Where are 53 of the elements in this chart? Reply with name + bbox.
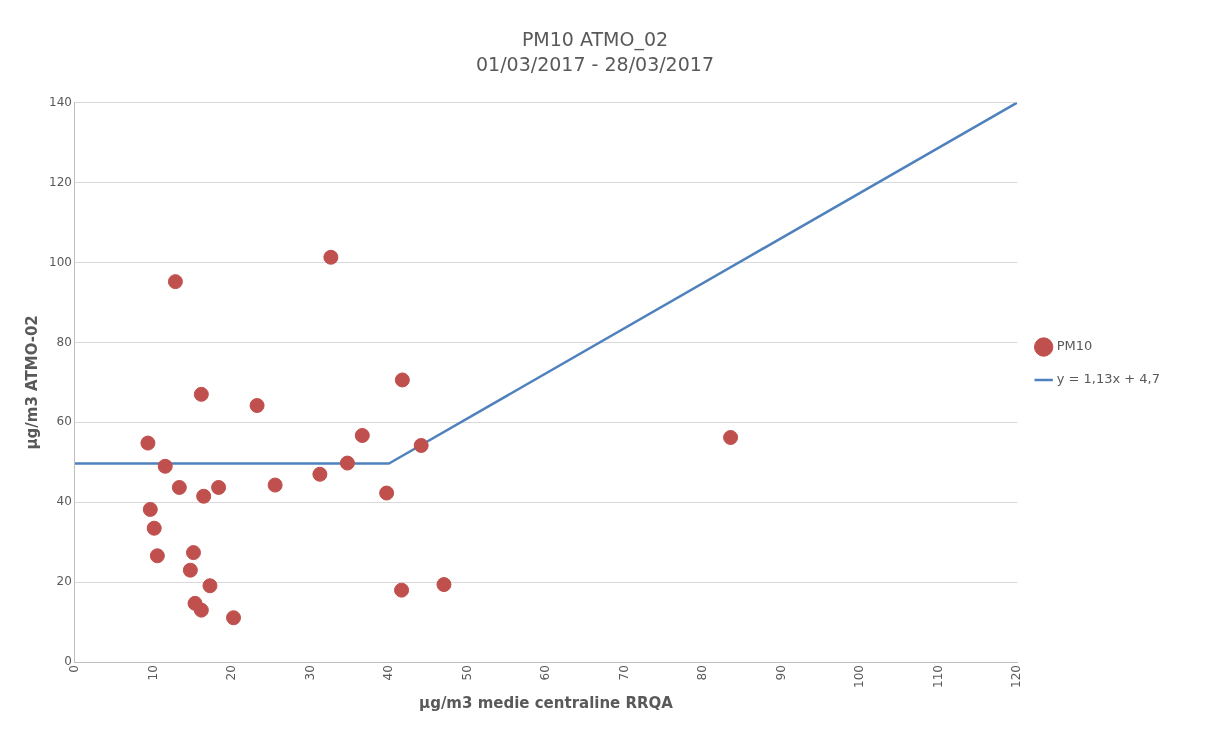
point	[196, 488, 212, 504]
point	[339, 455, 355, 471]
point	[723, 430, 739, 445]
x-tick-label: 40	[381, 665, 396, 681]
y-tick-label: 20	[56, 574, 72, 589]
point	[149, 548, 165, 564]
chart-subtitle: 01/03/2017 - 28/03/2017	[476, 53, 714, 76]
point	[249, 398, 265, 414]
point	[146, 520, 162, 536]
point	[182, 562, 198, 578]
y-tick-label: 80	[56, 334, 72, 349]
y-tick-label: 100	[49, 254, 72, 269]
x-tick-label: 30	[302, 665, 317, 681]
y-tick-label: 60	[56, 414, 72, 429]
x-axis-title: µg/m3 medie centraline RRQA	[419, 693, 674, 712]
x-tick-label: 100	[852, 665, 867, 688]
point	[226, 610, 242, 626]
point	[379, 485, 395, 501]
chart-title: PM10 ATMO_02	[521, 28, 669, 52]
point	[202, 578, 218, 594]
point	[140, 435, 156, 451]
x-tick-label: 10	[145, 665, 160, 681]
y-tick-label: 140	[49, 94, 72, 109]
point	[354, 428, 370, 443]
x-tick-label: 90	[773, 665, 788, 681]
legend-label: PM10	[1056, 338, 1093, 354]
x-tick-label: 110	[930, 665, 945, 688]
point	[193, 602, 209, 618]
y-tick-label: 120	[49, 174, 72, 189]
y-axis-title: µg/m3 ATMO-02	[22, 315, 41, 450]
point	[323, 249, 339, 265]
x-tick-label: 50	[459, 665, 474, 681]
point	[267, 477, 283, 493]
point	[157, 458, 173, 474]
point	[171, 479, 187, 495]
x-tick-label: 70	[616, 665, 631, 681]
point	[142, 501, 158, 517]
x-tick-label: 20	[224, 665, 239, 681]
x-tick-label: 0	[67, 665, 82, 673]
point	[394, 582, 410, 598]
y-tick-label: 40	[56, 494, 72, 509]
x-tick-label: 120	[1009, 665, 1024, 688]
point	[394, 372, 410, 388]
x-tick-label: 80	[695, 665, 710, 681]
point	[436, 577, 452, 593]
point	[167, 274, 183, 290]
point	[211, 479, 227, 495]
point	[413, 437, 429, 453]
point	[185, 545, 201, 561]
legend-label: y = 1,13x + 4,7	[1056, 371, 1161, 387]
point	[312, 466, 328, 482]
x-tick-label: 60	[538, 665, 553, 681]
point	[193, 386, 209, 402]
